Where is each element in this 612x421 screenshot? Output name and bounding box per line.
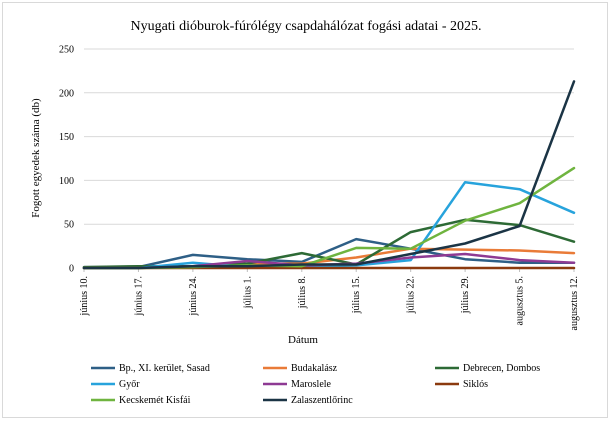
legend-label: Zalaszentlőrinc xyxy=(291,395,353,406)
x-tick-label: július 29. xyxy=(460,276,471,314)
x-tick-label: augusztus 5. xyxy=(515,276,526,325)
x-axis-title: Dátum xyxy=(288,334,318,346)
y-tick-label: 0 xyxy=(69,264,74,275)
x-tick-label: július 22. xyxy=(406,276,417,314)
x-tick-label: július 8. xyxy=(297,276,308,309)
series-line xyxy=(82,180,576,270)
y-tick-label: 200 xyxy=(59,88,74,99)
x-tick-label: augusztus 12. xyxy=(569,276,580,330)
y-axis-title: Fogott egyedek száma (db) xyxy=(30,98,42,218)
x-tick-label: július 1. xyxy=(242,276,253,309)
y-tick-label: 250 xyxy=(59,45,74,56)
series-line xyxy=(82,166,576,270)
series-line xyxy=(82,80,576,270)
x-tick-label: június 24. xyxy=(188,276,199,316)
legend-label: Budakalász xyxy=(291,363,338,374)
chart-title: Nyugati dióburok-fúrólégy csapdahálózat … xyxy=(130,19,481,34)
legend-label: Maroslele xyxy=(291,379,332,390)
y-tick-label: 150 xyxy=(59,132,74,143)
legend-label: Siklós xyxy=(463,379,488,390)
y-tick-label: 50 xyxy=(64,220,74,231)
series-lines xyxy=(82,80,576,270)
x-tick-label: június 17. xyxy=(133,276,144,316)
x-tick-label: június 10. xyxy=(79,276,90,316)
x-tick-label: július 15. xyxy=(351,276,362,314)
series-line xyxy=(82,218,576,269)
legend: Bp., XI. kerület, Sasad Budakalász Debrece… xyxy=(91,363,540,406)
chart-svg: Nyugati dióburok-fúrólégy csapdahálózat … xyxy=(30,19,580,406)
legend-label: Győr xyxy=(119,379,140,390)
x-tick-labels: június 10. június 17. június 24. július 1. j… xyxy=(79,276,580,330)
chart-frame: Nyugati dióburok-fúrólégy csapdahálózat … xyxy=(2,2,608,418)
legend-label: Bp., XI. kerület, Sasad xyxy=(119,363,210,374)
legend-label: Kecskemét Kisfái xyxy=(119,395,191,406)
series-line xyxy=(82,237,576,269)
legend-label: Debrecen, Dombos xyxy=(463,363,540,374)
y-tick-labels: 0 50 100 150 200 250 xyxy=(59,45,74,275)
y-tick-label: 100 xyxy=(59,176,74,187)
grid-lines xyxy=(84,48,574,225)
